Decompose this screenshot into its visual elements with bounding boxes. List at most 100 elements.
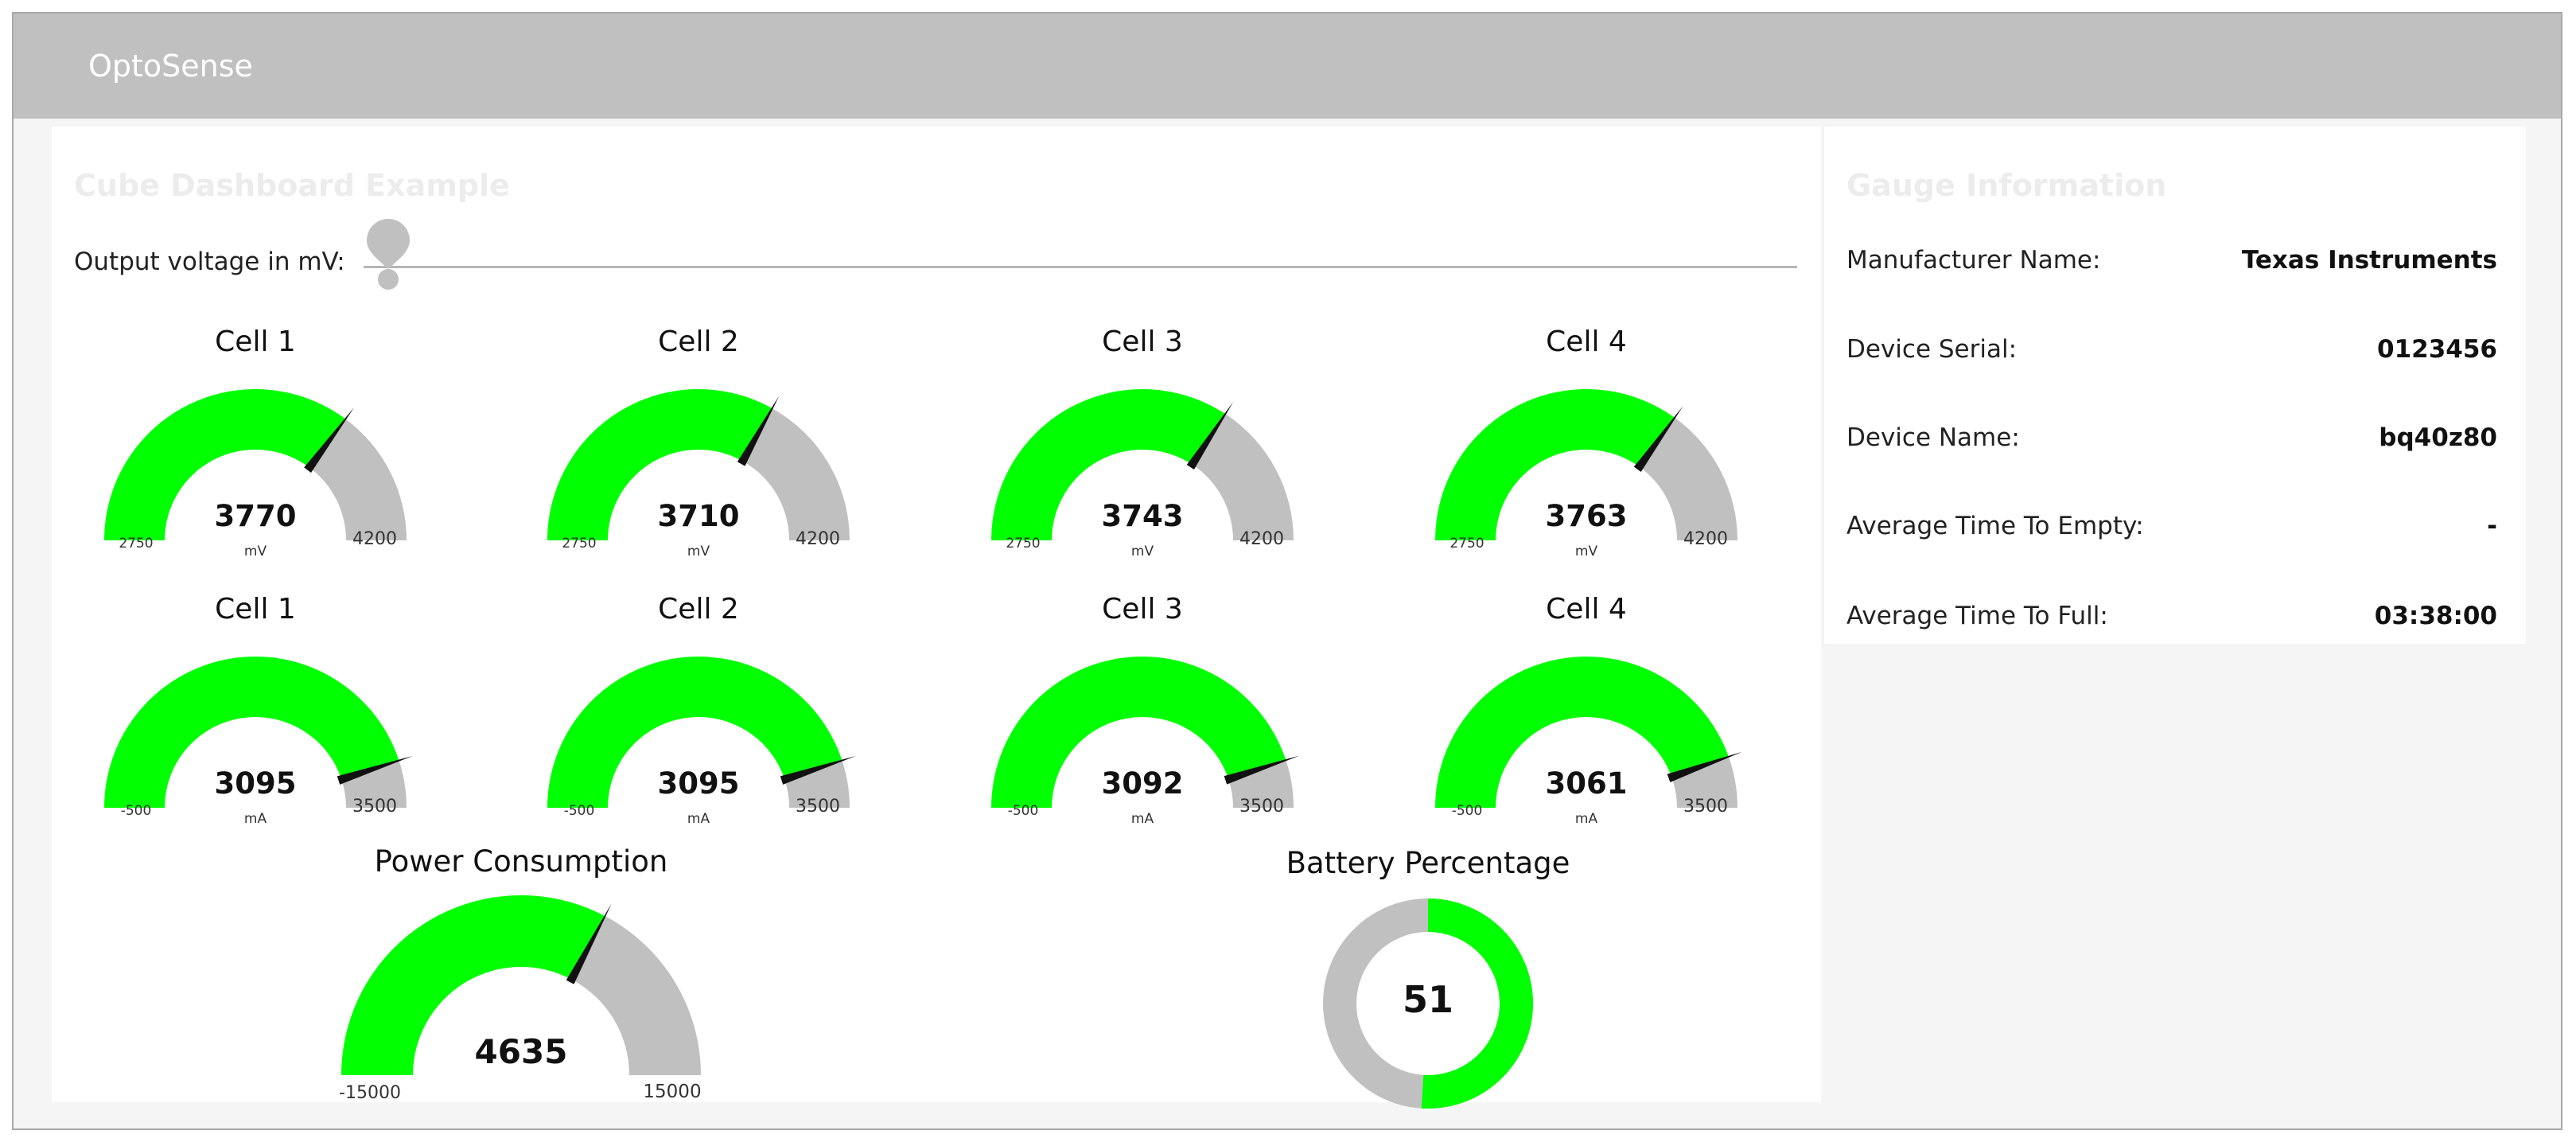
power-consumption-title: Power Consumption bbox=[374, 844, 668, 879]
current-gauge-cell-4: Cell 4 3061 mA -500 3500 bbox=[1419, 593, 1753, 840]
voltage-gauge-cell-2-title: Cell 2 bbox=[658, 325, 739, 358]
current-gauge-cell-1-fill bbox=[104, 656, 399, 808]
voltage-gauge-cell-4-track bbox=[1639, 417, 1737, 540]
power-consumption-gauge: Power Consumption 4635 -15000 15000 bbox=[314, 844, 728, 1128]
voltage-gauge-cell-3-fill bbox=[991, 388, 1226, 540]
current-gauge-cell-2-fill bbox=[547, 656, 842, 808]
voltage-gauge-cell-2-needle bbox=[737, 396, 780, 466]
battery-percentage-title: Battery Percentage bbox=[1286, 846, 1570, 880]
info-row: Manufacturer Name: Texas Instruments bbox=[1846, 246, 2497, 286]
voltage-gauge-cell-1: Cell 1 3770 mV 2750 4200 bbox=[88, 325, 422, 572]
dashboard-title: Cube Dashboard Example bbox=[74, 168, 510, 203]
info-row: Device Name: bq40z80 bbox=[1846, 423, 2497, 463]
power-consumption-max: 15000 bbox=[643, 1082, 702, 1102]
gauge-information-title: Gauge Information bbox=[1846, 168, 2167, 203]
voltage-gauge-cell-2-track bbox=[742, 408, 850, 540]
current-gauge-cell-1-value: 3095 bbox=[214, 766, 297, 801]
voltage-gauge-cell-4-fill bbox=[1435, 388, 1675, 540]
current-gauge-cell-1-min: -500 bbox=[120, 803, 152, 819]
current-gauge-cell-2-needle bbox=[780, 755, 856, 785]
info-value: 0123456 bbox=[2377, 335, 2497, 364]
voltage-gauge-cell-2-fill bbox=[547, 389, 772, 540]
voltage-gauge-cell-1-value: 3770 bbox=[214, 499, 297, 533]
voltage-gauge-cell-2-value: 3710 bbox=[657, 499, 740, 533]
info-label: Device Name: bbox=[1846, 423, 2020, 452]
current-gauge-cell-2-track bbox=[784, 760, 850, 808]
power-consumption-fill bbox=[341, 895, 605, 1075]
voltage-gauge-cell-2-max: 4200 bbox=[796, 529, 840, 549]
current-gauge-cell-1-unit: mA bbox=[243, 811, 267, 827]
current-gauge-cell-1-track bbox=[341, 760, 407, 808]
voltage-gauge-cell-2-min: 2750 bbox=[562, 536, 597, 552]
output-voltage-slider-handle[interactable] bbox=[360, 218, 416, 291]
voltage-gauge-cell-1-track bbox=[309, 419, 407, 540]
voltage-gauge-cell-3-unit: mV bbox=[1130, 544, 1154, 559]
current-gauge-cell-2: Cell 2 3095 mA -500 3500 bbox=[531, 593, 866, 840]
current-gauge-cell-3-track bbox=[1228, 760, 1294, 808]
voltage-gauge-cell-3-track bbox=[1192, 414, 1294, 540]
current-gauge-cell-2-unit: mA bbox=[687, 811, 710, 827]
current-gauge-cell-3-fill bbox=[991, 656, 1286, 808]
info-value: 03:38:00 bbox=[2374, 602, 2497, 630]
current-gauge-cell-2-dial bbox=[547, 656, 856, 808]
battery-percentage-gauge: Battery Percentage 51 bbox=[1245, 846, 1611, 1109]
power-consumption-min: -15000 bbox=[339, 1083, 401, 1103]
app-window: OptoSense Cube Dashboard Example Output … bbox=[12, 12, 2562, 1130]
current-gauge-cell-3-needle bbox=[1224, 755, 1300, 785]
battery-percentage-donut bbox=[1323, 898, 1533, 1109]
current-gauge-cell-1-max: 3500 bbox=[352, 797, 397, 817]
voltage-gauge-cell-1-dial bbox=[104, 389, 407, 540]
current-gauge-cell-1-title: Cell 1 bbox=[215, 593, 296, 626]
voltage-gauge-cell-1-fill bbox=[104, 389, 346, 540]
output-voltage-slider-track[interactable] bbox=[364, 266, 1797, 268]
output-voltage-label: Output voltage in mV: bbox=[74, 247, 345, 276]
current-gauge-cell-4-min: -500 bbox=[1451, 803, 1483, 819]
current-gauge-cell-3-value: 3092 bbox=[1101, 766, 1184, 801]
voltage-gauge-cell-1-title: Cell 1 bbox=[215, 325, 296, 358]
voltage-gauge-cell-3-value: 3743 bbox=[1101, 499, 1184, 533]
current-gauge-cell-2-max: 3500 bbox=[796, 797, 840, 817]
voltage-gauge-cell-3-min: 2750 bbox=[1006, 536, 1041, 552]
voltage-gauge-cell-2-unit: mV bbox=[687, 544, 710, 559]
voltage-gauge-cell-3-dial bbox=[991, 388, 1294, 540]
dashboard-panel: Cube Dashboard Example Output voltage in… bbox=[52, 127, 1821, 1109]
current-gauge-cell-2-title: Cell 2 bbox=[658, 593, 739, 626]
app-header: OptoSense bbox=[14, 14, 2561, 119]
voltage-gauge-cell-1-min: 2750 bbox=[119, 536, 154, 552]
info-label: Average Time To Full: bbox=[1846, 602, 2108, 630]
current-gauge-cell-1-needle bbox=[337, 755, 413, 785]
app-title: OptoSense bbox=[88, 49, 253, 84]
voltage-gauge-cell-4-max: 4200 bbox=[1683, 529, 1728, 549]
power-consumption-track bbox=[571, 916, 701, 1075]
voltage-gauge-cell-3-title: Cell 3 bbox=[1102, 325, 1183, 358]
voltage-gauge-cell-4: Cell 4 3763 mV 2750 4200 bbox=[1419, 325, 1753, 572]
current-gauge-cell-2-min: -500 bbox=[563, 803, 595, 819]
info-value: - bbox=[2487, 512, 2497, 540]
current-gauge-cell-4-fill bbox=[1435, 656, 1729, 808]
voltage-gauge-cell-1-unit: mV bbox=[243, 544, 267, 559]
power-consumption-value: 4635 bbox=[474, 1032, 568, 1071]
voltage-gauge-cell-2: Cell 2 3710 mV 2750 4200 bbox=[531, 325, 866, 572]
voltage-gauge-cell-4-min: 2750 bbox=[1449, 536, 1485, 552]
current-gauge-cell-3-min: -500 bbox=[1007, 803, 1039, 819]
voltage-gauge-cell-4-title: Cell 4 bbox=[1546, 325, 1627, 358]
battery-donut-fill bbox=[1421, 898, 1533, 1109]
info-label: Average Time To Empty: bbox=[1846, 512, 2144, 540]
current-gauge-cell-3-title: Cell 3 bbox=[1102, 593, 1183, 626]
voltage-gauge-cell-3-needle bbox=[1186, 402, 1234, 470]
current-gauge-cell-3-dial bbox=[991, 656, 1300, 808]
current-gauge-cell-3: Cell 3 3092 mA -500 3500 bbox=[975, 593, 1309, 840]
info-label: Manufacturer Name: bbox=[1846, 246, 2101, 275]
voltage-gauge-cell-1-max: 4200 bbox=[352, 529, 397, 549]
info-value: Texas Instruments bbox=[2241, 246, 2497, 275]
voltage-gauge-cell-2-dial bbox=[547, 389, 850, 540]
current-gauge-cell-1-dial bbox=[104, 656, 413, 808]
voltage-gauge-cell-3-max: 4200 bbox=[1239, 529, 1284, 549]
current-gauge-cell-4-title: Cell 4 bbox=[1546, 593, 1627, 626]
current-gauge-cell-4-needle bbox=[1667, 751, 1742, 782]
battery-percentage-value: 51 bbox=[1402, 978, 1453, 1021]
current-gauge-cell-3-unit: mA bbox=[1130, 811, 1154, 827]
voltage-gauge-cell-4-dial bbox=[1435, 388, 1737, 540]
current-gauge-cell-4-value: 3061 bbox=[1545, 766, 1628, 801]
current-gauge-cell-4-dial bbox=[1435, 656, 1742, 808]
